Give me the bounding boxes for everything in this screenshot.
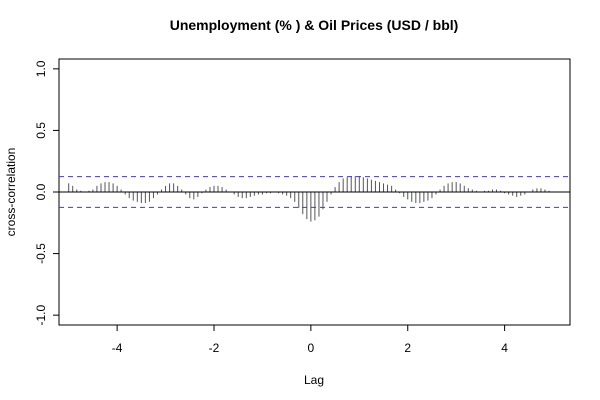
y-tick-label: -1.0 — [34, 304, 48, 325]
bars-group — [68, 175, 550, 222]
x-axis: -4 -2 0 2 4 — [112, 325, 508, 355]
y-axis: -1.0 -0.5 0.0 0.5 1.0 — [34, 60, 59, 325]
x-tick-label: -4 — [112, 341, 123, 355]
y-axis-label: cross-correlation — [4, 148, 18, 237]
reference-lines — [59, 176, 570, 208]
x-tick-label: -2 — [209, 341, 220, 355]
y-tick-label: 0.5 — [34, 122, 48, 139]
y-tick-label: 1.0 — [34, 60, 48, 77]
y-tick-label: -0.5 — [34, 243, 48, 264]
x-tick-label: 2 — [404, 341, 411, 355]
y-tick-label: 0.0 — [34, 183, 48, 200]
x-tick-label: 0 — [308, 341, 315, 355]
x-tick-label: 4 — [501, 341, 508, 355]
chart-title: Unemployment (% ) & Oil Prices (USD / bb… — [170, 17, 459, 33]
x-axis-label: Lag — [304, 373, 324, 387]
